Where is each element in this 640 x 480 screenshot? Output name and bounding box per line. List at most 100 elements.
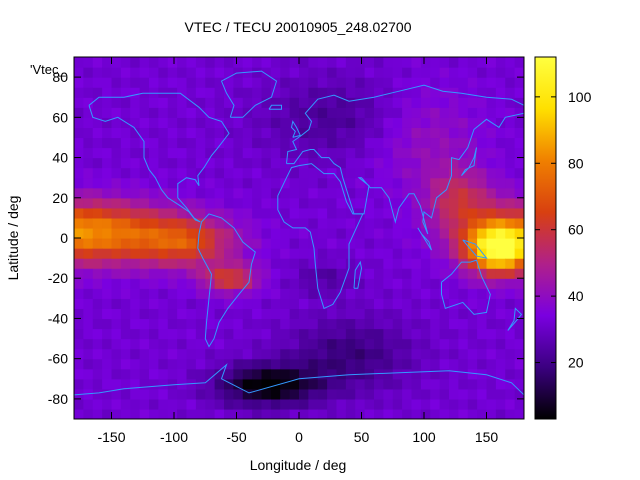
heatmap-cell: [130, 117, 141, 128]
heatmap-cell: [92, 137, 103, 149]
heatmap-cell: [420, 217, 431, 229]
heatmap-cell: [139, 157, 150, 169]
heatmap-cell: [505, 278, 516, 289]
heatmap-cell: [270, 368, 281, 380]
heatmap-cell: [149, 318, 159, 330]
heatmap-cell: [130, 77, 141, 88]
heatmap-cell: [467, 87, 478, 98]
heatmap-cell: [392, 248, 403, 259]
heatmap-cell: [383, 57, 394, 68]
heatmap-cell: [120, 298, 131, 309]
heatmap-cell: [177, 77, 188, 88]
heatmap-cell: [449, 288, 459, 299]
heatmap-cell: [242, 378, 253, 390]
heatmap-cell: [308, 57, 319, 68]
heatmap-cell: [270, 338, 281, 350]
heatmap-cell: [392, 77, 403, 88]
heatmap-cell: [477, 187, 488, 199]
heatmap-cell: [439, 67, 450, 78]
heatmap-cell: [317, 187, 328, 199]
heatmap-cell: [120, 358, 131, 370]
heatmap-cell: [458, 238, 469, 249]
heatmap-cell: [270, 127, 281, 139]
heatmap-cell: [139, 408, 150, 419]
heatmap-cell: [242, 368, 253, 380]
heatmap-cell: [439, 127, 450, 139]
heatmap-cell: [402, 258, 413, 269]
heatmap-cell: [158, 177, 169, 189]
heatmap-cell: [111, 248, 122, 259]
heatmap-cell: [449, 117, 459, 128]
heatmap-cell: [495, 248, 506, 259]
heatmap-cell: [467, 187, 478, 199]
heatmap-cell: [270, 167, 281, 179]
heatmap-cell: [374, 97, 384, 108]
heatmap-cell: [130, 248, 141, 259]
heatmap-cell: [374, 117, 384, 128]
heatmap-cell: [345, 67, 356, 78]
heatmap-cell: [402, 197, 413, 209]
heatmap-cell: [139, 368, 150, 380]
heatmap-cell: [224, 97, 234, 108]
heatmap-cell: [92, 117, 103, 128]
heatmap-cell: [345, 227, 356, 239]
heatmap-cell: [289, 87, 300, 98]
heatmap-cell: [345, 248, 356, 259]
heatmap-cell: [420, 288, 431, 299]
heatmap-cell: [83, 67, 94, 78]
heatmap-cell: [308, 137, 319, 149]
heatmap-cell: [411, 177, 422, 189]
heatmap-cell: [270, 288, 281, 299]
heatmap-cell: [327, 278, 338, 289]
heatmap-cell: [392, 358, 403, 370]
heatmap-cell: [299, 388, 309, 400]
heatmap-cell: [167, 238, 178, 249]
heatmap-cell: [130, 227, 141, 239]
heatmap-cell: [158, 378, 169, 390]
heatmap-cell: [120, 288, 131, 299]
heatmap-cell: [167, 57, 178, 68]
heatmap-cell: [449, 67, 459, 78]
heatmap-cell: [505, 117, 516, 128]
heatmap-cell: [355, 217, 366, 229]
heatmap-cell: [514, 187, 524, 199]
heatmap-cell: [449, 398, 459, 410]
coastline-madagascar: [353, 260, 363, 289]
heatmap-cell: [392, 378, 403, 390]
heatmap-cell: [495, 328, 506, 340]
heatmap-cell: [195, 238, 206, 249]
heatmap-cell: [186, 358, 197, 370]
heatmap-cell: [120, 408, 131, 419]
heatmap-cell: [252, 197, 263, 209]
heatmap-cell: [270, 57, 281, 68]
heatmap-cell: [327, 117, 338, 128]
heatmap-cell: [261, 288, 272, 299]
heatmap-cell: [364, 67, 375, 78]
heatmap-cell: [514, 318, 524, 330]
heatmap-cell: [383, 368, 394, 380]
heatmap-cell: [458, 408, 469, 419]
heatmap-cell: [477, 67, 488, 78]
heatmap-cell: [186, 288, 197, 299]
heatmap-cell: [177, 57, 188, 68]
heatmap-cell: [158, 398, 169, 410]
heatmap-cell: [83, 248, 94, 259]
heatmap-cell: [327, 298, 338, 309]
heatmap-cell: [167, 248, 178, 259]
heatmap-cell: [495, 368, 506, 380]
heatmap-cell: [402, 127, 413, 139]
heatmap-cell: [83, 348, 94, 360]
heatmap-cell: [139, 278, 150, 289]
heatmap-cell: [495, 358, 506, 370]
heatmap-cell: [233, 217, 244, 229]
heatmap-cell: [495, 378, 506, 390]
heatmap-cell: [111, 207, 122, 219]
heatmap-cell: [505, 217, 516, 229]
heatmap-cell: [345, 388, 356, 400]
heatmap-cell: [486, 137, 497, 149]
heatmap-cell: [261, 77, 272, 88]
heatmap-cell: [458, 388, 469, 400]
heatmap-cell: [411, 318, 422, 330]
heatmap-cell: [467, 358, 478, 370]
heatmap-cell: [111, 238, 122, 249]
